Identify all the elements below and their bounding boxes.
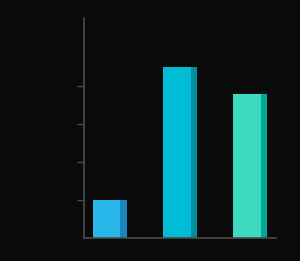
Bar [233, 94, 267, 238]
Bar [93, 200, 127, 238]
Bar [163, 67, 197, 238]
Bar [191, 67, 197, 238]
Bar [120, 200, 127, 238]
Bar [261, 94, 267, 238]
